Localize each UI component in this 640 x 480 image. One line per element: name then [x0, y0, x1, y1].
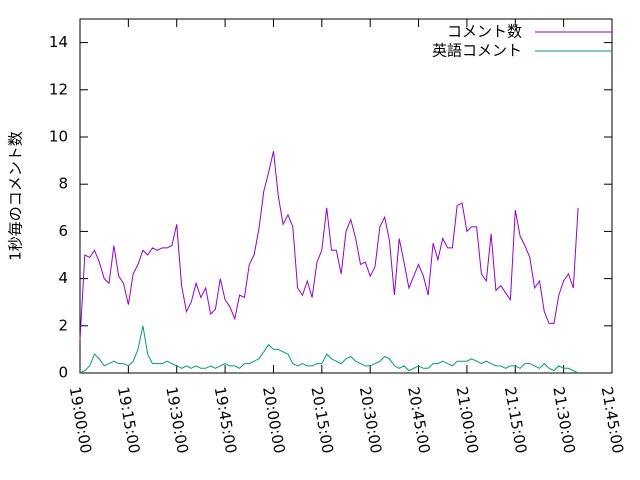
y-tick-label: 12	[49, 80, 68, 98]
x-tick-label: 19:15:00	[114, 385, 143, 454]
y-tick-label: 6	[58, 222, 68, 240]
x-tick-label: 21:45:00	[598, 385, 627, 454]
x-tick-label: 20:30:00	[356, 385, 385, 454]
y-tick-label: 0	[58, 364, 68, 382]
y-tick-label: 2	[58, 316, 68, 334]
x-tick-label: 19:00:00	[66, 385, 95, 454]
x-tick-label: 20:45:00	[404, 385, 433, 454]
plot-frame	[79, 18, 613, 374]
y-axis-label: 1秒毎のコメント数	[7, 131, 25, 261]
y-tick-label: 8	[58, 175, 68, 193]
series-line	[79, 325, 579, 374]
x-tick-label: 21:15:00	[501, 385, 530, 454]
y-tick-label: 14	[49, 33, 68, 51]
y-tick-label: 10	[49, 128, 68, 146]
series-line	[79, 151, 579, 341]
x-tick-label: 19:45:00	[211, 385, 240, 454]
legend-label: 英語コメント	[432, 42, 522, 60]
y-tick-label: 4	[58, 269, 68, 287]
legend-label: コメント数	[447, 23, 522, 41]
x-tick-label: 21:00:00	[453, 385, 482, 454]
x-tick-label: 21:30:00	[549, 385, 578, 454]
x-tick-label: 20:00:00	[259, 385, 288, 454]
x-tick-label: 19:30:00	[162, 385, 191, 454]
x-tick-label: 20:15:00	[307, 385, 336, 454]
